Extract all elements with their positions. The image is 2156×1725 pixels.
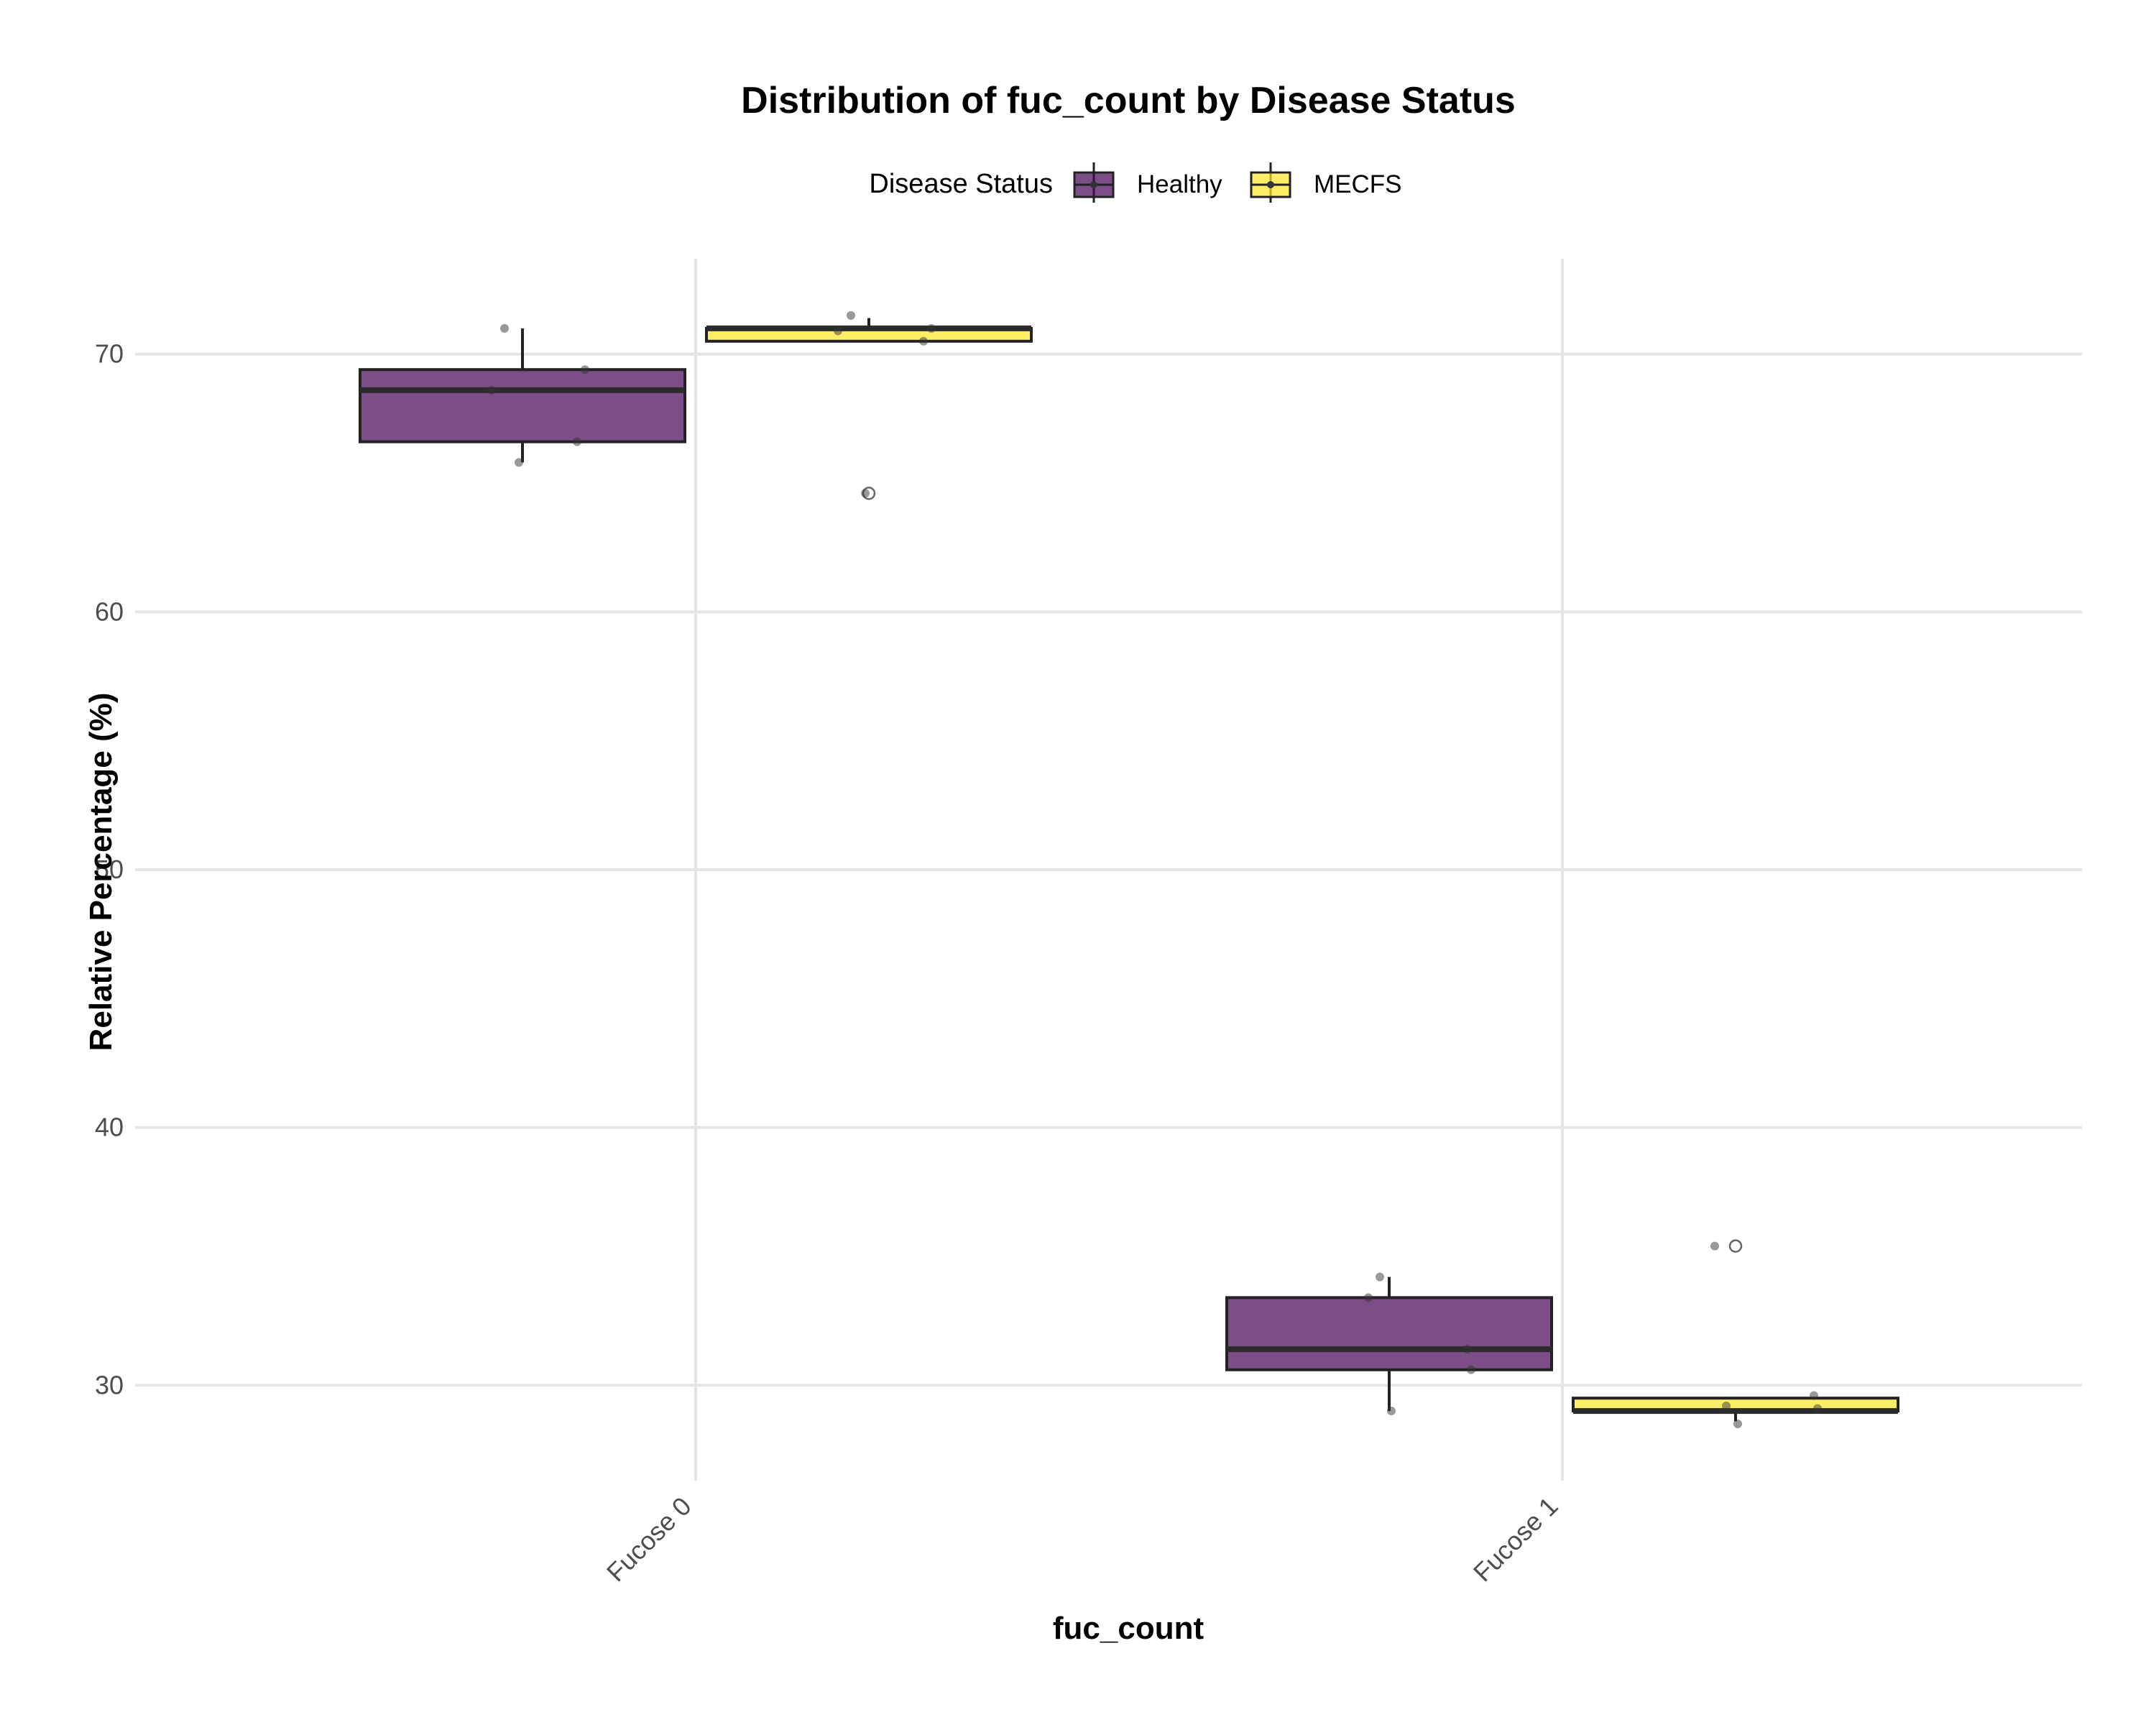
box-layer [359, 318, 1899, 1422]
data-point [919, 336, 928, 346]
data-point [1810, 1391, 1818, 1400]
legend-label-healthy: Healthy [1137, 170, 1222, 198]
data-point [573, 437, 581, 446]
outlier-point [1728, 1239, 1743, 1253]
legend-key-healthy [1073, 162, 1115, 203]
box-healthy-1 [1225, 1276, 1553, 1412]
data-point [515, 458, 523, 467]
box-healthy-0 [359, 328, 686, 463]
legend-key-mecfs [1250, 162, 1291, 203]
legend: Disease Status Healthy MECFS [869, 162, 1402, 203]
data-point [1722, 1401, 1731, 1410]
data-point [847, 310, 855, 320]
y-tick-label: 30 [95, 1370, 124, 1399]
point-layer [487, 310, 1822, 1429]
grid-lines [135, 259, 2082, 1481]
y-axis-ticks: 30 40 50 60 70 [95, 339, 124, 1400]
data-point [500, 323, 509, 333]
data-point [834, 326, 842, 336]
data-point [1364, 1293, 1373, 1302]
box-iqr [359, 368, 686, 443]
box-mecfs-0 [705, 318, 1033, 500]
legend-label-mecfs: MECFS [1314, 170, 1402, 198]
data-point [1813, 1404, 1822, 1413]
data-point [927, 323, 936, 333]
y-tick-label: 50 [95, 855, 124, 884]
y-tick-label: 40 [95, 1113, 124, 1142]
legend-title: Disease Status [869, 169, 1053, 199]
data-point [1733, 1420, 1742, 1429]
data-point [1376, 1272, 1384, 1282]
chart-title: Distribution of fuc_count by Disease Sta… [741, 80, 1516, 121]
data-point [861, 489, 870, 498]
box-iqr [1225, 1296, 1553, 1371]
y-tick-label: 70 [95, 339, 124, 369]
data-point [487, 385, 496, 395]
y-axis-title: Relative Percentage (%) [83, 693, 119, 1052]
data-point [1387, 1407, 1396, 1416]
y-tick-label: 60 [95, 597, 124, 626]
data-point [1463, 1345, 1472, 1354]
x-axis-title: fuc_count [1053, 1611, 1204, 1646]
data-point [581, 365, 589, 374]
data-point [1710, 1241, 1719, 1251]
box-mecfs-1 [1572, 1239, 1899, 1422]
data-point [1467, 1365, 1475, 1374]
